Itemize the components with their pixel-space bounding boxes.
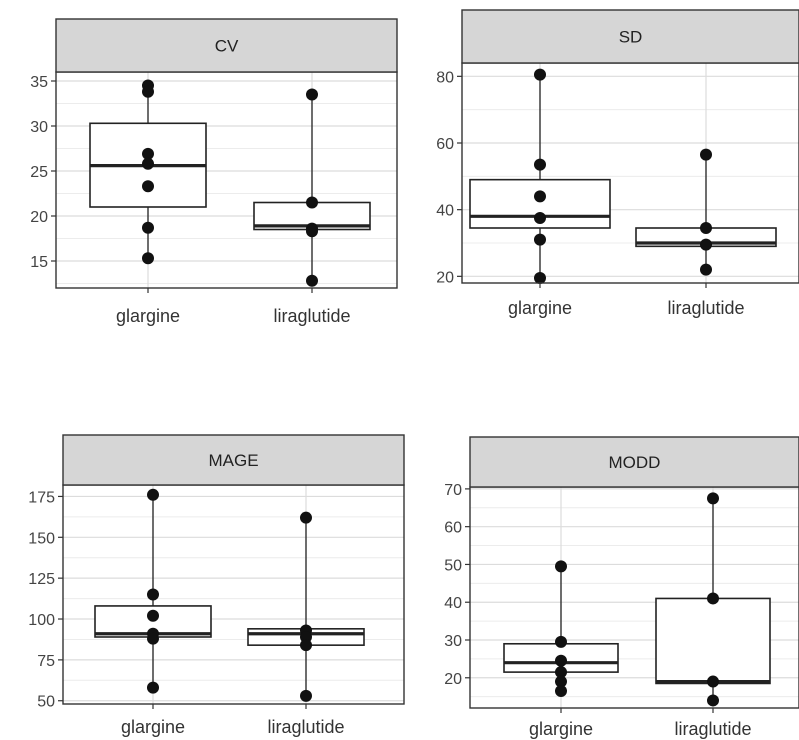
sd-strip-label: SD xyxy=(619,28,643,47)
sd-category-label: glargine xyxy=(508,298,572,318)
cv-point-glargine xyxy=(142,252,154,265)
cv-point-glargine xyxy=(142,221,154,234)
cv-strip xyxy=(55,18,398,73)
modd-ytick-label: 40 xyxy=(444,595,462,612)
panel-cv: CV 15 20 25 30 35 glargine liraglutide xyxy=(30,18,398,326)
cv-strip-label: CV xyxy=(215,37,239,56)
cv-ytick-label: 20 xyxy=(30,209,48,226)
sd-ytick-label: 20 xyxy=(436,269,454,286)
modd-point-glargine xyxy=(555,685,567,697)
modd-point-liraglutide xyxy=(707,675,719,688)
mage-category-label: glargine xyxy=(121,717,185,737)
sd-point-glargine xyxy=(534,158,546,171)
modd-box-liraglutide xyxy=(655,597,771,685)
mage-ytick-label: 50 xyxy=(37,694,55,711)
sd-strip xyxy=(461,9,799,64)
modd-point-glargine xyxy=(555,654,567,667)
panel-sd: SD 20 40 60 80 glargine liraglutide xyxy=(436,9,799,318)
sd-point-liraglutide xyxy=(700,148,712,161)
modd-category-label: liraglutide xyxy=(674,719,751,739)
sd-category-label: liraglutide xyxy=(667,298,744,318)
cv-ytick-label: 25 xyxy=(30,164,48,181)
modd-category-label: glargine xyxy=(529,719,593,739)
modd-ytick-label: 30 xyxy=(444,633,462,650)
cv-point-liraglutide xyxy=(306,225,318,238)
mage-category-label: liraglutide xyxy=(267,717,344,737)
sd-ytick-label: 40 xyxy=(436,203,454,220)
modd-point-liraglutide xyxy=(707,592,719,605)
cv-ytick-label: 15 xyxy=(30,254,48,271)
cv-point-liraglutide xyxy=(306,88,318,101)
panel-modd: MODD 20 30 40 50 60 70 glargine liraglutide xyxy=(444,436,799,739)
mage-point-glargine xyxy=(147,588,159,601)
cv-point-glargine xyxy=(142,147,154,160)
modd-strip xyxy=(469,436,799,488)
sd-point-glargine xyxy=(534,212,546,224)
mage-ytick-label: 150 xyxy=(28,530,55,547)
mage-strip xyxy=(62,434,405,486)
modd-ytick-label: 60 xyxy=(444,520,462,537)
mage-plot-background xyxy=(63,485,404,704)
sd-point-glargine xyxy=(534,190,546,203)
cv-ytick-label: 30 xyxy=(30,119,48,136)
modd-point-glargine xyxy=(555,666,567,679)
sd-ytick-label: 60 xyxy=(436,136,454,153)
sd-point-liraglutide xyxy=(700,263,712,276)
mage-ytick-label: 175 xyxy=(28,489,55,506)
modd-ytick-label: 50 xyxy=(444,557,462,574)
panel-mage: MAGE 50 75 100 125 150 175 glargine liraglutide xyxy=(28,434,405,737)
mage-ytick-label: 100 xyxy=(28,612,55,629)
cv-ytick-label: 35 xyxy=(30,74,48,91)
sd-point-glargine xyxy=(534,68,546,81)
sd-point-glargine xyxy=(534,272,546,284)
cv-category-label: glargine xyxy=(116,306,180,326)
mage-point-glargine xyxy=(147,609,159,622)
mage-point-glargine xyxy=(147,632,159,645)
sd-point-glargine xyxy=(534,233,546,246)
cv-category-label: liraglutide xyxy=(273,306,350,326)
modd-point-glargine xyxy=(555,675,567,688)
sd-point-liraglutide xyxy=(700,238,712,251)
cv-point-glargine xyxy=(142,157,154,170)
modd-strip-label: MODD xyxy=(609,453,661,472)
mage-strip-label: MAGE xyxy=(208,451,258,470)
mage-ytick-label: 75 xyxy=(37,653,55,670)
mage-point-liraglutide xyxy=(300,511,312,524)
cv-point-liraglutide xyxy=(306,196,318,209)
sd-point-liraglutide xyxy=(700,222,712,234)
mage-ytick-label: 125 xyxy=(28,571,55,588)
mage-point-liraglutide xyxy=(300,639,312,652)
cv-point-glargine xyxy=(142,85,154,98)
cv-point-glargine xyxy=(142,180,154,193)
mage-point-glargine xyxy=(147,488,159,501)
modd-point-liraglutide xyxy=(707,694,719,707)
modd-ytick-label: 20 xyxy=(444,671,462,688)
modd-ytick-label: 70 xyxy=(444,482,462,499)
sd-plot-background xyxy=(462,63,799,283)
modd-point-glargine xyxy=(555,560,567,573)
mage-point-glargine xyxy=(147,681,159,694)
sd-ytick-label: 80 xyxy=(436,69,454,86)
modd-point-liraglutide xyxy=(707,492,719,505)
cv-point-liraglutide xyxy=(306,274,318,287)
mage-point-liraglutide xyxy=(300,689,312,702)
modd-point-glargine xyxy=(555,635,567,648)
